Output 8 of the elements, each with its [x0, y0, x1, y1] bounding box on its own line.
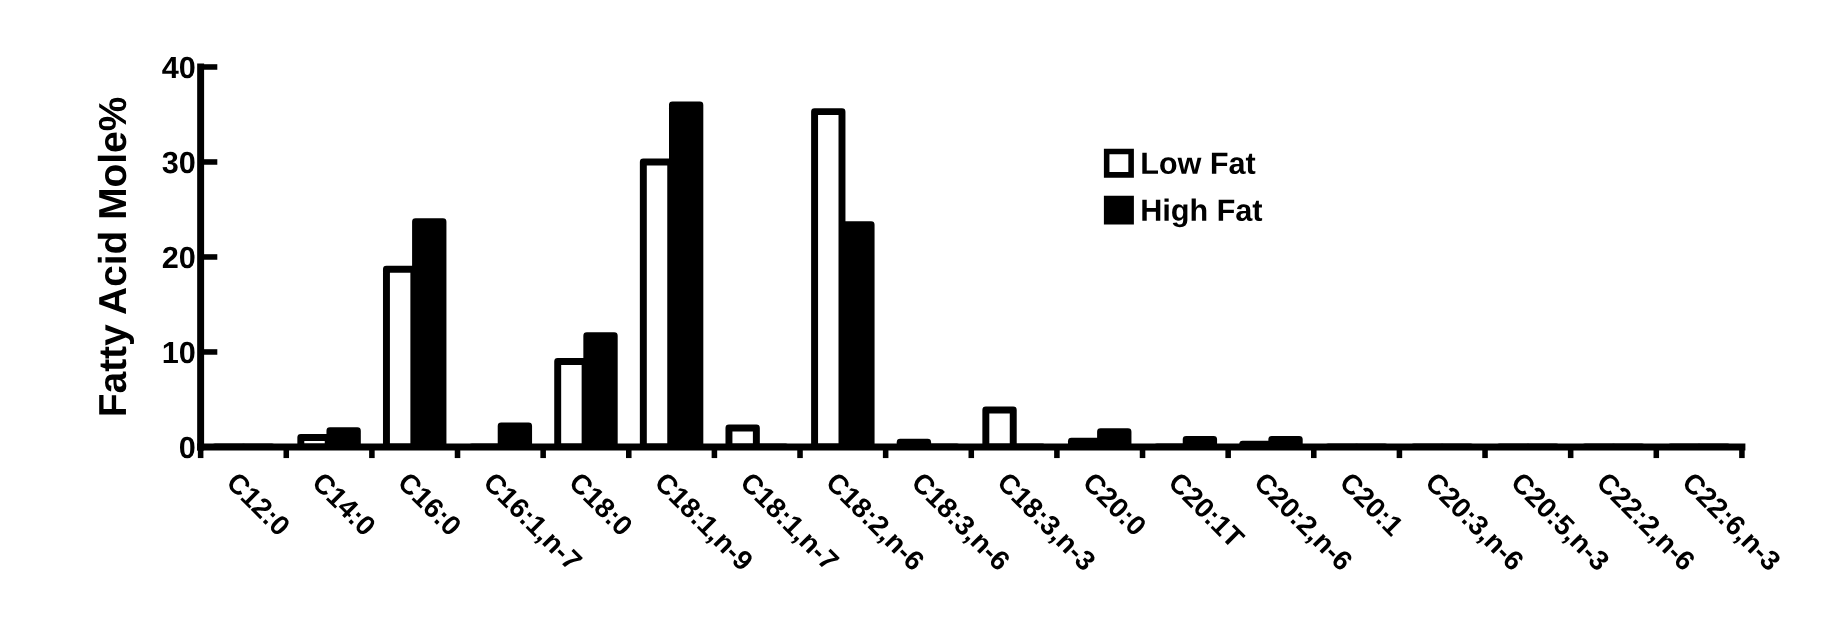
y-tick-label: 10 — [163, 341, 195, 364]
y-tick-label: 40 — [162, 56, 195, 79]
legend-label: High Fat — [1142, 198, 1263, 228]
y-tick-label: 20 — [162, 246, 195, 269]
y-tick-label: 0 — [180, 436, 195, 459]
legend-label: Low Fat — [1142, 152, 1256, 175]
y-tick-label: 30 — [162, 151, 195, 174]
y-axis-title: Fatty Acid Mole% — [97, 97, 135, 415]
